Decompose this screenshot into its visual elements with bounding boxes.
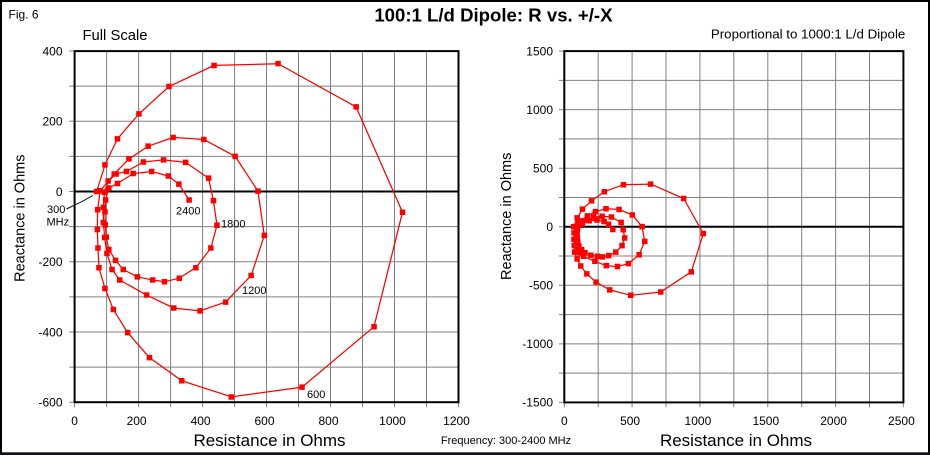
svg-text:Reactance in Ohms: Reactance in Ohms xyxy=(13,155,29,282)
svg-text:600: 600 xyxy=(254,414,274,428)
svg-text:-1000: -1000 xyxy=(522,337,553,351)
svg-text:2500: 2500 xyxy=(888,414,915,428)
svg-text:300: 300 xyxy=(47,204,65,216)
svg-text:1200: 1200 xyxy=(443,414,470,428)
svg-text:500: 500 xyxy=(620,414,640,428)
svg-text:-200: -200 xyxy=(38,255,62,269)
svg-text:1800: 1800 xyxy=(221,219,245,231)
svg-text:-400: -400 xyxy=(38,325,62,339)
svg-text:1200: 1200 xyxy=(242,285,266,297)
svg-text:100:1 L/d Dipole: R vs. +/-X: 100:1 L/d Dipole: R vs. +/-X xyxy=(374,4,613,25)
svg-text:-1500: -1500 xyxy=(522,396,553,410)
svg-text:2000: 2000 xyxy=(820,414,847,428)
svg-text:1500: 1500 xyxy=(752,414,779,428)
svg-text:0: 0 xyxy=(56,185,63,199)
svg-text:1000: 1000 xyxy=(379,414,406,428)
svg-text:2400: 2400 xyxy=(176,205,200,217)
svg-text:Frequency: 300-2400 MHz: Frequency: 300-2400 MHz xyxy=(441,435,571,447)
svg-text:Resistance in Ohms: Resistance in Ohms xyxy=(193,431,345,450)
svg-text:400: 400 xyxy=(191,414,211,428)
svg-text:Fig. 6: Fig. 6 xyxy=(9,8,39,22)
svg-text:1500: 1500 xyxy=(526,44,553,58)
svg-text:Reactance in Ohms: Reactance in Ohms xyxy=(499,153,515,280)
svg-text:1000: 1000 xyxy=(685,414,712,428)
svg-text:-600: -600 xyxy=(38,396,62,410)
svg-text:0: 0 xyxy=(71,414,78,428)
svg-text:800: 800 xyxy=(318,414,338,428)
svg-text:0: 0 xyxy=(546,220,553,234)
svg-text:Full Scale: Full Scale xyxy=(83,28,148,44)
svg-text:500: 500 xyxy=(533,162,553,176)
svg-text:Proportional to 1000:1 L/d Dip: Proportional to 1000:1 L/d Dipole xyxy=(711,27,905,42)
svg-text:400: 400 xyxy=(42,44,62,58)
svg-text:Resistance in Ohms: Resistance in Ohms xyxy=(660,431,812,450)
svg-text:1000: 1000 xyxy=(526,103,553,117)
svg-text:0: 0 xyxy=(561,414,568,428)
svg-text:-500: -500 xyxy=(529,279,553,293)
svg-text:200: 200 xyxy=(42,115,62,129)
svg-text:MHz: MHz xyxy=(47,217,70,229)
svg-text:600: 600 xyxy=(307,389,325,401)
svg-text:200: 200 xyxy=(127,414,147,428)
